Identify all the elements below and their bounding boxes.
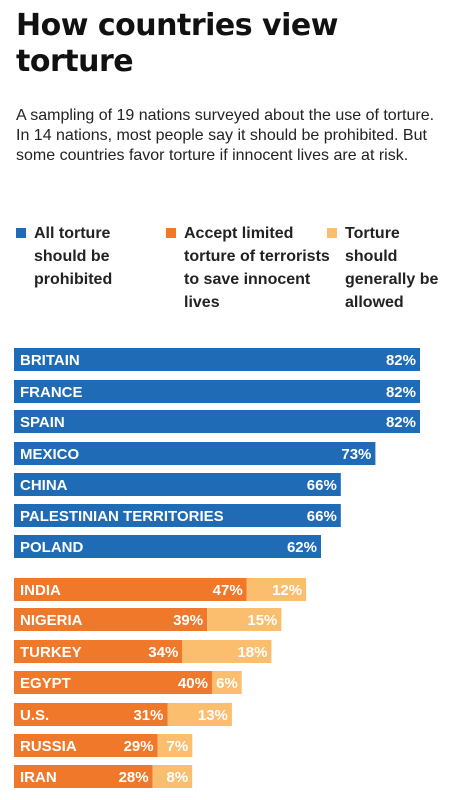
- value-label-u-s-series-1: 31%: [133, 707, 163, 724]
- bar-nigeria-series-2: [207, 608, 282, 631]
- category-label-turkey: TURKEY: [20, 644, 82, 661]
- value-label-china-series-0: 66%: [307, 477, 337, 494]
- category-label-egypt: EGYPT: [20, 675, 71, 692]
- bar-turkey-series-1: [14, 640, 183, 663]
- value-label-turkey-series-1: 34%: [148, 644, 178, 661]
- value-label-poland-series-0: 62%: [287, 539, 317, 556]
- value-label-egypt-series-1: 40%: [178, 675, 208, 692]
- value-label-turkey-series-2: 18%: [237, 644, 267, 661]
- category-label-iran: IRAN: [20, 769, 57, 786]
- value-label-spain-series-0: 82%: [386, 414, 416, 431]
- value-label-palestinian-territories-series-0: 66%: [307, 508, 337, 525]
- chart-title: How countries view torture: [16, 8, 338, 79]
- category-label-nigeria: NIGERIA: [20, 612, 83, 629]
- bar-turkey-series-2: [182, 640, 272, 663]
- legend-label-limited: Accept limited torture of terrorists to …: [184, 225, 330, 311]
- chart-subtitle: A sampling of 19 nations surveyed about …: [16, 107, 435, 164]
- legend-swatch-allowed: [327, 228, 337, 238]
- bar-china-series-0: [14, 473, 341, 496]
- value-label-russia-series-1: 29%: [124, 738, 154, 755]
- bar-u-s-series-2: [167, 703, 232, 726]
- category-label-france: FRANCE: [20, 384, 83, 401]
- value-label-iran-series-1: 28%: [119, 769, 149, 786]
- value-label-russia-series-2: 7%: [167, 738, 189, 755]
- value-label-india-series-1: 47%: [213, 582, 243, 599]
- value-label-mexico-series-0: 73%: [341, 446, 371, 463]
- category-label-poland: POLAND: [20, 539, 84, 556]
- bar-india-series-1: [14, 578, 247, 601]
- bar-mexico-series-0: [14, 442, 376, 465]
- bar-poland-series-0: [14, 535, 321, 558]
- category-label-china: CHINA: [20, 477, 68, 494]
- bar-iran-series-2: [152, 765, 193, 788]
- category-label-russia: RUSSIA: [20, 738, 77, 755]
- bar-france-series-0: [14, 380, 420, 403]
- legend-label-prohibited: All torture should be prohibited: [34, 225, 113, 288]
- value-label-britain-series-0: 82%: [386, 352, 416, 369]
- category-label-india: INDIA: [20, 582, 61, 599]
- category-label-britain: BRITAIN: [20, 352, 80, 369]
- category-label-mexico: MEXICO: [20, 446, 80, 463]
- value-label-nigeria-series-2: 15%: [247, 612, 277, 629]
- bar-egypt-series-1: [14, 671, 212, 694]
- bar-u-s-series-1: [14, 703, 168, 726]
- bar-palestinian-territories-series-0: [14, 504, 341, 527]
- value-label-india-series-2: 12%: [272, 582, 302, 599]
- value-label-egypt-series-2: 6%: [216, 675, 238, 692]
- value-label-iran-series-2: 8%: [167, 769, 189, 786]
- value-label-nigeria-series-1: 39%: [173, 612, 203, 629]
- bar-spain-series-0: [14, 410, 420, 433]
- bar-iran-series-1: [14, 765, 153, 788]
- bar-india-series-2: [246, 578, 307, 601]
- bar-britain-series-0: [14, 348, 420, 371]
- bar-russia-series-1: [14, 734, 158, 757]
- category-label-palestinian-territories: PALESTINIAN TERRITORIES: [20, 508, 224, 525]
- legend-label-allowed: Torture should generally be allowed: [345, 225, 439, 311]
- bar-egypt-series-2: [212, 671, 242, 694]
- legend-swatch-limited: [166, 228, 176, 238]
- value-label-france-series-0: 82%: [386, 384, 416, 401]
- bar-nigeria-series-1: [14, 608, 208, 631]
- value-label-u-s-series-2: 13%: [198, 707, 228, 724]
- bar-russia-series-2: [157, 734, 193, 757]
- legend-swatch-prohibited: [16, 228, 26, 238]
- category-label-spain: SPAIN: [20, 414, 65, 431]
- category-label-u-s: U.S.: [20, 707, 49, 724]
